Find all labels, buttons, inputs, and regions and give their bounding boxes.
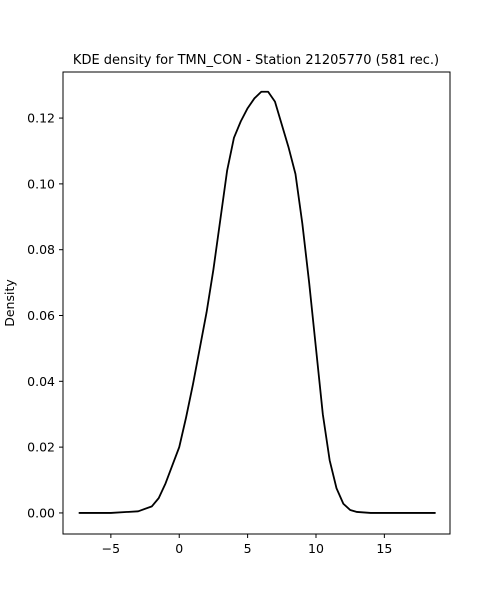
y-axis-label: Density (2, 279, 17, 327)
x-tick-label: 5 (244, 541, 252, 556)
plot-area (78, 90, 436, 514)
y-tick-label: 0.00 (27, 505, 55, 520)
density-line (78, 90, 436, 514)
y-axis: 0.00 0.02 0.04 0.06 0.08 0.10 0.12 (27, 111, 63, 520)
chart-title: KDE density for TMN_CON - Station 212057… (73, 53, 439, 68)
y-tick-label: 0.04 (27, 374, 55, 389)
x-tick-label: 15 (376, 541, 392, 556)
y-tick-label: 0.02 (27, 440, 55, 455)
x-tick-label: 10 (308, 541, 324, 556)
y-tick-label: 0.08 (27, 242, 55, 257)
y-tick-label: 0.10 (27, 176, 55, 191)
x-tick-label: −5 (102, 541, 120, 556)
x-axis: −5 0 5 10 15 (102, 534, 392, 556)
y-tick-label: 0.12 (27, 111, 55, 126)
plot-frame (62, 71, 451, 535)
y-tick-label: 0.06 (27, 308, 55, 323)
x-tick-label: 0 (175, 541, 183, 556)
